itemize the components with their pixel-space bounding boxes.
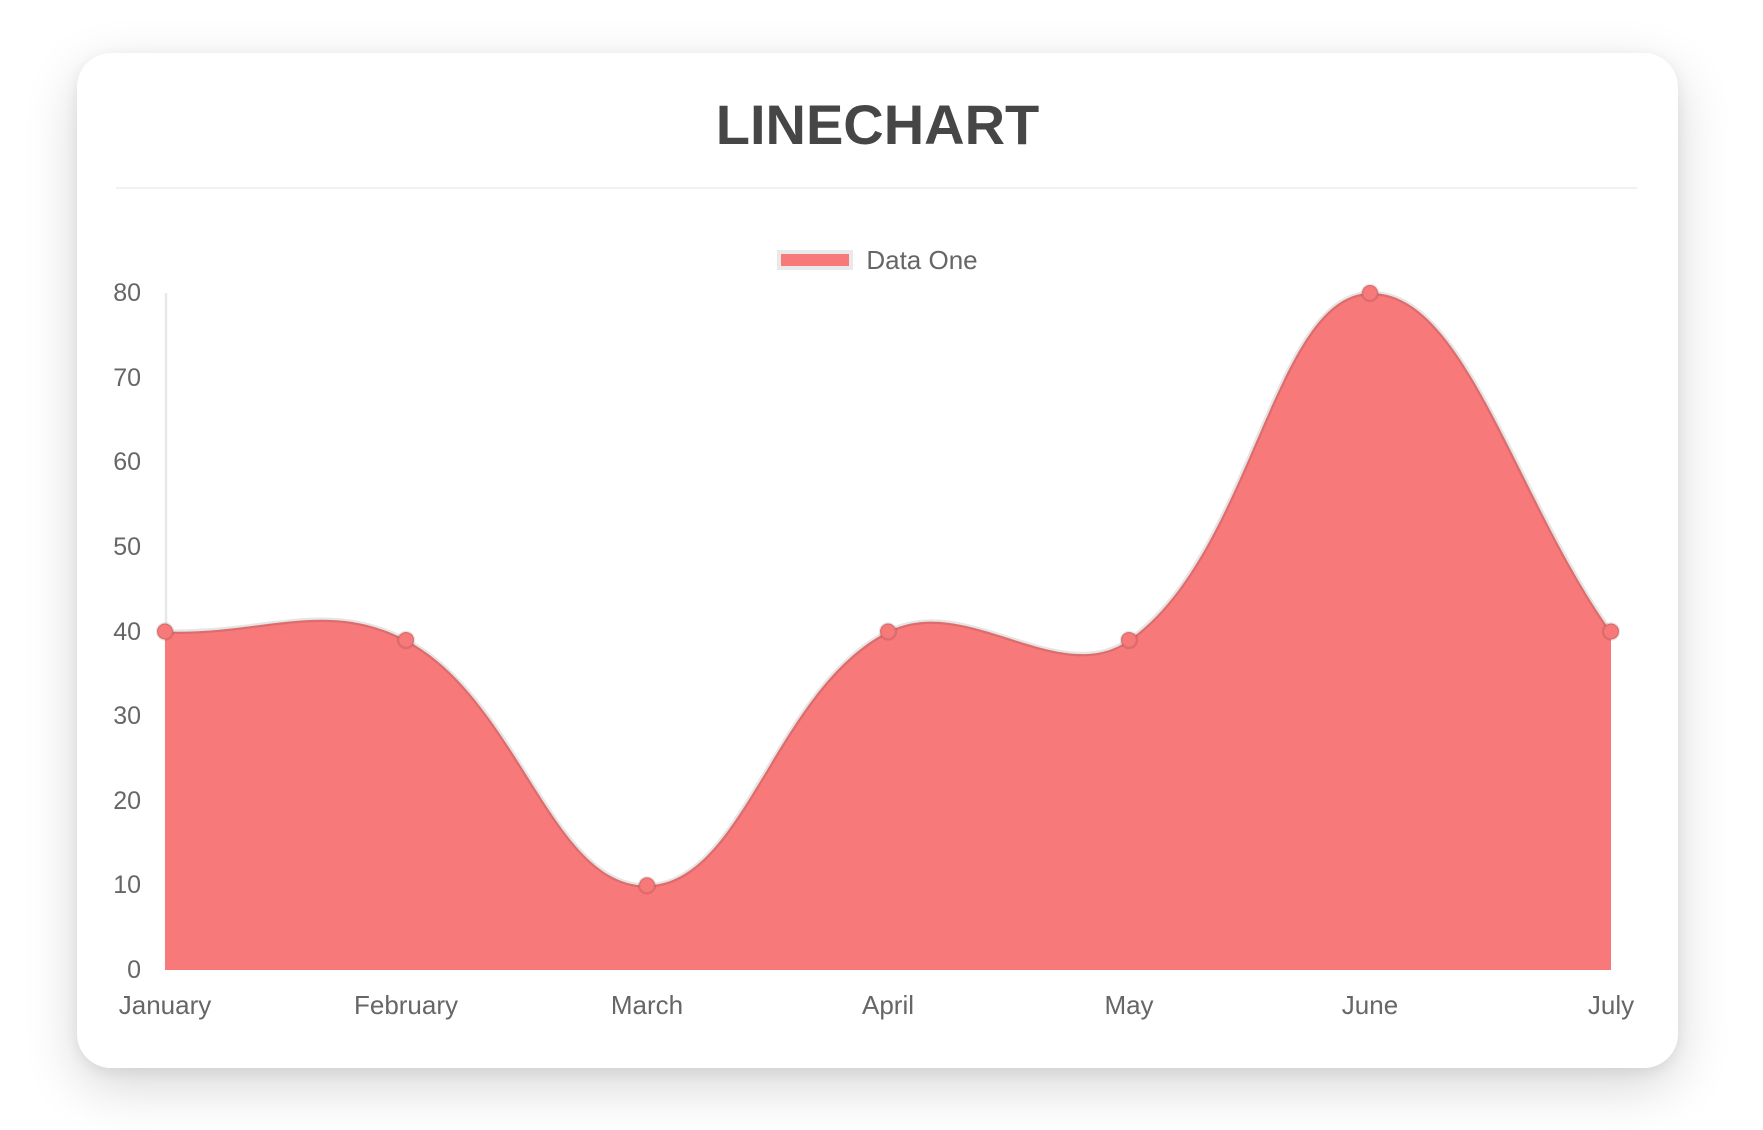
legend-label: Data One bbox=[866, 245, 978, 275]
x-axis-label-march: March bbox=[610, 990, 684, 1020]
legend: Data One bbox=[77, 245, 1678, 275]
y-axis-tick-50: 50 bbox=[113, 532, 141, 561]
chart-plot-area[interactable] bbox=[155, 283, 1621, 970]
y-axis-tick-10: 10 bbox=[113, 871, 141, 900]
data-point-march[interactable] bbox=[637, 876, 657, 895]
data-point-april[interactable] bbox=[878, 622, 898, 641]
y-axis-tick-30: 30 bbox=[113, 702, 141, 731]
area-fill bbox=[165, 292, 1611, 970]
data-line bbox=[164, 290, 1613, 888]
y-axis-tick-70: 70 bbox=[113, 363, 141, 392]
x-axis-label-may: May bbox=[1104, 990, 1154, 1020]
data-point-february[interactable] bbox=[396, 630, 416, 650]
legend-item-data-one[interactable]: Data One bbox=[777, 245, 978, 275]
title-divider bbox=[116, 187, 1637, 189]
y-axis-tick-60: 60 bbox=[113, 448, 141, 477]
chart-title: LINECHART bbox=[715, 93, 1040, 156]
x-axis-label-july: July bbox=[1587, 990, 1635, 1020]
legend-swatch bbox=[777, 250, 854, 270]
line-chart-canvas[interactable] bbox=[155, 283, 1621, 970]
y-axis-tick-80: 80 bbox=[113, 279, 141, 307]
y-axis-labels: 0 10 20 30 40 50 60 70 80 bbox=[77, 279, 141, 984]
data-point-may[interactable] bbox=[1119, 630, 1139, 650]
data-point-june[interactable] bbox=[1360, 283, 1380, 303]
x-axis-label-june: June bbox=[1341, 990, 1399, 1020]
x-axis-label-february: February bbox=[353, 990, 459, 1020]
y-axis-tick-0: 0 bbox=[127, 956, 141, 984]
chart-card: LINECHART Data One 0 10 20 30 40 50 60 70 80 Jan… bbox=[77, 53, 1678, 1068]
y-axis-tick-40: 40 bbox=[113, 617, 141, 646]
y-axis-tick-20: 20 bbox=[113, 786, 141, 815]
x-axis-label-april: April bbox=[861, 990, 915, 1020]
x-axis-labels: January February March April May June July bbox=[119, 989, 1634, 1021]
x-axis-label-january: January bbox=[118, 990, 212, 1020]
data-point-january[interactable] bbox=[155, 622, 175, 641]
data-point-july[interactable] bbox=[1601, 622, 1621, 641]
